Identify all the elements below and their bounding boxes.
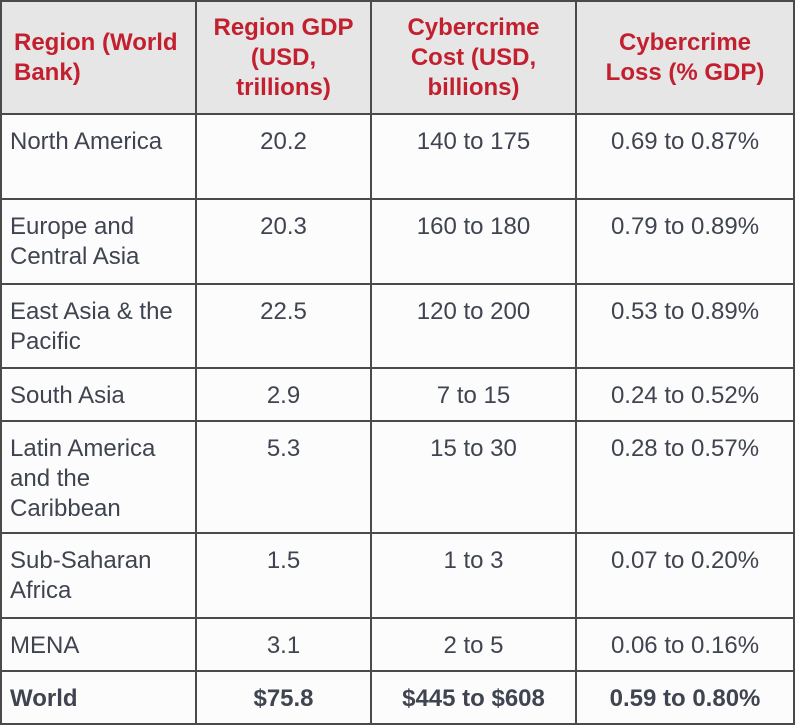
header-cost: Cybercrime Cost (USD, billions) (370, 0, 577, 115)
gdp-cell: 20.3 (195, 198, 372, 285)
loss-cell: 0.69 to 0.87% (575, 113, 795, 200)
region-cell: MENA (0, 617, 197, 672)
region-cell: Latin America and the Caribbean (0, 420, 197, 534)
header-loss: Cybercrime Loss (% GDP) (575, 0, 795, 115)
table-row-sub-saharan-africa: Sub-Saharan Africa 1.5 1 to 3 0.07 to 0.… (0, 532, 795, 619)
table-row-world-total: World $75.8 $445 to $608 0.59 to 0.80% (0, 670, 795, 725)
loss-cell: 0.59 to 0.80% (575, 670, 795, 725)
cost-cell: 15 to 30 (370, 420, 577, 534)
table-row-south-asia: South Asia 2.9 7 to 15 0.24 to 0.52% (0, 367, 795, 422)
table-row-latin-america-caribbean: Latin America and the Caribbean 5.3 15 t… (0, 420, 795, 534)
table-header-row: Region (World Bank) Region GDP (USD, tri… (0, 0, 795, 115)
gdp-cell: 1.5 (195, 532, 372, 619)
loss-cell: 0.24 to 0.52% (575, 367, 795, 422)
loss-cell: 0.28 to 0.57% (575, 420, 795, 534)
cost-cell: 140 to 175 (370, 113, 577, 200)
loss-cell: 0.06 to 0.16% (575, 617, 795, 672)
cost-cell: 120 to 200 (370, 283, 577, 369)
table-row-north-america: North America 20.2 140 to 175 0.69 to 0.… (0, 113, 795, 200)
loss-cell: 0.07 to 0.20% (575, 532, 795, 619)
table-row-europe-central-asia: Europe and Central Asia 20.3 160 to 180 … (0, 198, 795, 285)
loss-cell: 0.53 to 0.89% (575, 283, 795, 369)
header-region: Region (World Bank) (0, 0, 197, 115)
cost-cell: 1 to 3 (370, 532, 577, 619)
cost-cell: $445 to $608 (370, 670, 577, 725)
table-row-east-asia-pacific: East Asia & the Pacific 22.5 120 to 200 … (0, 283, 795, 369)
loss-cell: 0.79 to 0.89% (575, 198, 795, 285)
gdp-cell: 5.3 (195, 420, 372, 534)
cost-cell: 2 to 5 (370, 617, 577, 672)
gdp-cell: 22.5 (195, 283, 372, 369)
cost-cell: 7 to 15 (370, 367, 577, 422)
gdp-cell: $75.8 (195, 670, 372, 725)
region-cell: South Asia (0, 367, 197, 422)
gdp-cell: 20.2 (195, 113, 372, 200)
region-cell: East Asia & the Pacific (0, 283, 197, 369)
region-cell: North America (0, 113, 197, 200)
region-cell: Europe and Central Asia (0, 198, 197, 285)
header-gdp: Region GDP (USD, trillions) (195, 0, 372, 115)
cost-cell: 160 to 180 (370, 198, 577, 285)
gdp-cell: 2.9 (195, 367, 372, 422)
table-row-mena: MENA 3.1 2 to 5 0.06 to 0.16% (0, 617, 795, 672)
region-cell: World (0, 670, 197, 725)
region-cell: Sub-Saharan Africa (0, 532, 197, 619)
gdp-cell: 3.1 (195, 617, 372, 672)
